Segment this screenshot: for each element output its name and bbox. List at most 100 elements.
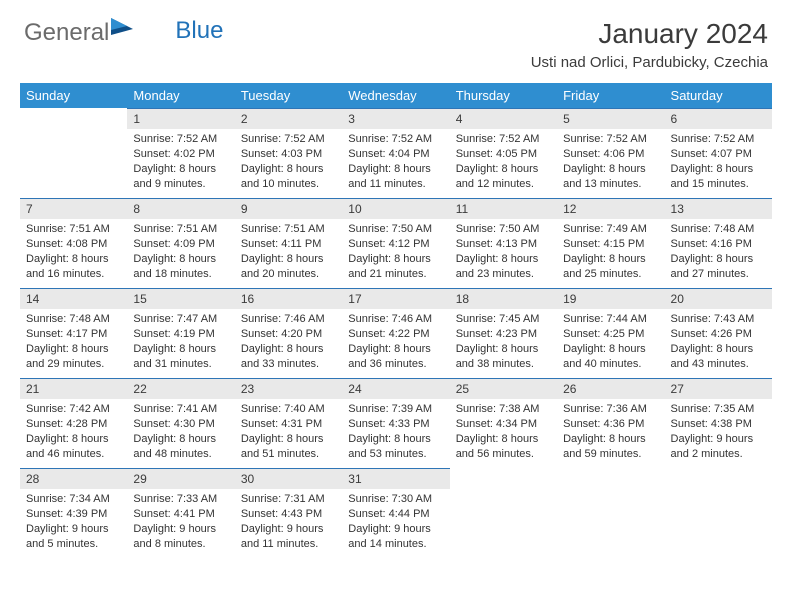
daylight-text: Daylight: 8 hours and 40 minutes.: [563, 342, 658, 372]
daylight-text: Daylight: 9 hours and 8 minutes.: [133, 522, 228, 552]
daylight-text: Daylight: 9 hours and 11 minutes.: [241, 522, 336, 552]
day-number: 21: [20, 378, 127, 399]
day-body: Sunrise: 7:35 AMSunset: 4:38 PMDaylight:…: [665, 399, 772, 467]
day-number: 15: [127, 288, 234, 309]
day-number: 5: [557, 108, 664, 129]
sunset-text: Sunset: 4:07 PM: [671, 147, 766, 162]
weekday-header: Sunday: [20, 83, 127, 108]
sunset-text: Sunset: 4:28 PM: [26, 417, 121, 432]
daylight-text: Daylight: 8 hours and 43 minutes.: [671, 342, 766, 372]
logo-text-2: Blue: [175, 17, 223, 45]
sunset-text: Sunset: 4:31 PM: [241, 417, 336, 432]
sunrise-text: Sunrise: 7:50 AM: [456, 222, 551, 237]
calendar-day-cell: 7Sunrise: 7:51 AMSunset: 4:08 PMDaylight…: [20, 198, 127, 288]
sunset-text: Sunset: 4:41 PM: [133, 507, 228, 522]
calendar-day-cell: 26 Sunrise: 7:36 AMSunset: 4:36 PMDayligh…: [557, 378, 664, 468]
day-number: 30: [235, 468, 342, 489]
logo-flag-icon: [111, 18, 133, 47]
sunrise-text: Sunrise: 7:50 AM: [348, 222, 443, 237]
calendar-day-cell: 31Sunrise: 7:30 AMSunset: 4:44 PMDayligh…: [342, 468, 449, 558]
day-body: Sunrise: 7:42 AMSunset: 4:28 PMDaylight:…: [20, 399, 127, 467]
calendar-week-row: 21Sunrise: 7:42 AMSunset: 4:28 PMDayligh…: [20, 378, 772, 468]
sunset-text: Sunset: 4:06 PM: [563, 147, 658, 162]
daylight-text: Daylight: 8 hours and 29 minutes.: [26, 342, 121, 372]
calendar-day-cell: 21Sunrise: 7:42 AMSunset: 4:28 PMDayligh…: [20, 378, 127, 468]
day-body: Sunrise: 7:38 AMSunset: 4:34 PMDaylight:…: [450, 399, 557, 467]
sunset-text: Sunset: 4:36 PM: [563, 417, 658, 432]
day-body: Sunrise: 7:31 AMSunset: 4:43 PMDaylight:…: [235, 489, 342, 557]
logo-text-1: General: [24, 19, 109, 47]
sunset-text: Sunset: 4:19 PM: [133, 327, 228, 342]
daylight-text: Daylight: 8 hours and 48 minutes.: [133, 432, 228, 462]
sunrise-text: Sunrise: 7:31 AM: [241, 492, 336, 507]
sunset-text: Sunset: 4:38 PM: [671, 417, 766, 432]
sunset-text: Sunset: 4:05 PM: [456, 147, 551, 162]
calendar-day-cell: 17Sunrise: 7:46 AMSunset: 4:22 PMDayligh…: [342, 288, 449, 378]
day-number: 3: [342, 108, 449, 129]
calendar-day-cell: 24Sunrise: 7:39 AMSunset: 4:33 PMDayligh…: [342, 378, 449, 468]
daylight-text: Daylight: 8 hours and 31 minutes.: [133, 342, 228, 372]
day-number: 1: [127, 108, 234, 129]
day-number: 24: [342, 378, 449, 399]
daylight-text: Daylight: 8 hours and 51 minutes.: [241, 432, 336, 462]
day-number: 26: [557, 378, 664, 399]
sunset-text: Sunset: 4:33 PM: [348, 417, 443, 432]
calendar-body: 1Sunrise: 7:52 AMSunset: 4:02 PMDaylight…: [20, 108, 772, 558]
day-number: 10: [342, 198, 449, 219]
weekday-header: Wednesday: [342, 83, 449, 108]
calendar-day-cell: 25Sunrise: 7:38 AMSunset: 4:34 PMDayligh…: [450, 378, 557, 468]
weekday-header: Friday: [557, 83, 664, 108]
sunset-text: Sunset: 4:26 PM: [671, 327, 766, 342]
weekday-header: Monday: [127, 83, 234, 108]
day-body: Sunrise: 7:40 AMSunset: 4:31 PMDaylight:…: [235, 399, 342, 467]
sunrise-text: Sunrise: 7:48 AM: [26, 312, 121, 327]
calendar-day-cell: 27Sunrise: 7:35 AMSunset: 4:38 PMDayligh…: [665, 378, 772, 468]
sunset-text: Sunset: 4:02 PM: [133, 147, 228, 162]
sunrise-text: Sunrise: 7:46 AM: [348, 312, 443, 327]
sunset-text: Sunset: 4:30 PM: [133, 417, 228, 432]
day-body: Sunrise: 7:46 AMSunset: 4:20 PMDaylight:…: [235, 309, 342, 377]
sunrise-text: Sunrise: 7:52 AM: [133, 132, 228, 147]
day-number: 28: [20, 468, 127, 489]
calendar-day-cell: 5Sunrise: 7:52 AMSunset: 4:06 PMDaylight…: [557, 108, 664, 198]
calendar-day-cell: 18Sunrise: 7:45 AMSunset: 4:23 PMDayligh…: [450, 288, 557, 378]
calendar-week-row: 14Sunrise: 7:48 AMSunset: 4:17 PMDayligh…: [20, 288, 772, 378]
weekday-header: Tuesday: [235, 83, 342, 108]
day-body: Sunrise: 7:39 AMSunset: 4:33 PMDaylight:…: [342, 399, 449, 467]
day-number: 2: [235, 108, 342, 129]
day-number: 13: [665, 198, 772, 219]
calendar-day-cell: 2Sunrise: 7:52 AMSunset: 4:03 PMDaylight…: [235, 108, 342, 198]
daylight-text: Daylight: 8 hours and 25 minutes.: [563, 252, 658, 282]
daylight-text: Daylight: 8 hours and 59 minutes.: [563, 432, 658, 462]
day-number: 19: [557, 288, 664, 309]
day-body: Sunrise: 7:51 AMSunset: 4:08 PMDaylight:…: [20, 219, 127, 287]
daylight-text: Daylight: 8 hours and 13 minutes.: [563, 162, 658, 192]
day-body: Sunrise: 7:44 AMSunset: 4:25 PMDaylight:…: [557, 309, 664, 377]
sunrise-text: Sunrise: 7:52 AM: [671, 132, 766, 147]
day-number: 16: [235, 288, 342, 309]
sunset-text: Sunset: 4:08 PM: [26, 237, 121, 252]
calendar-day-cell: 16Sunrise: 7:46 AMSunset: 4:20 PMDayligh…: [235, 288, 342, 378]
day-body: Sunrise: 7:52 AMSunset: 4:05 PMDaylight:…: [450, 129, 557, 197]
day-body: Sunrise: 7:33 AMSunset: 4:41 PMDaylight:…: [127, 489, 234, 557]
sunrise-text: Sunrise: 7:43 AM: [671, 312, 766, 327]
calendar-day-cell: 19Sunrise: 7:44 AMSunset: 4:25 PMDayligh…: [557, 288, 664, 378]
calendar-day-cell: 29Sunrise: 7:33 AMSunset: 4:41 PMDayligh…: [127, 468, 234, 558]
calendar-day-cell: [450, 468, 557, 558]
calendar-day-cell: 9Sunrise: 7:51 AMSunset: 4:11 PMDaylight…: [235, 198, 342, 288]
day-number: 14: [20, 288, 127, 309]
calendar-day-cell: [665, 468, 772, 558]
sunrise-text: Sunrise: 7:33 AM: [133, 492, 228, 507]
day-body: Sunrise: 7:51 AMSunset: 4:11 PMDaylight:…: [235, 219, 342, 287]
day-number: 4: [450, 108, 557, 129]
sunset-text: Sunset: 4:11 PM: [241, 237, 336, 252]
sunrise-text: Sunrise: 7:36 AM: [563, 402, 658, 417]
sunrise-text: Sunrise: 7:42 AM: [26, 402, 121, 417]
calendar-day-cell: 14Sunrise: 7:48 AMSunset: 4:17 PMDayligh…: [20, 288, 127, 378]
day-number: 27: [665, 378, 772, 399]
daylight-text: Daylight: 8 hours and 21 minutes.: [348, 252, 443, 282]
day-body: Sunrise: 7:48 AMSunset: 4:17 PMDaylight:…: [20, 309, 127, 377]
daylight-text: Daylight: 8 hours and 23 minutes.: [456, 252, 551, 282]
sunrise-text: Sunrise: 7:39 AM: [348, 402, 443, 417]
day-body: Sunrise: 7:52 AMSunset: 4:06 PMDaylight:…: [557, 129, 664, 197]
